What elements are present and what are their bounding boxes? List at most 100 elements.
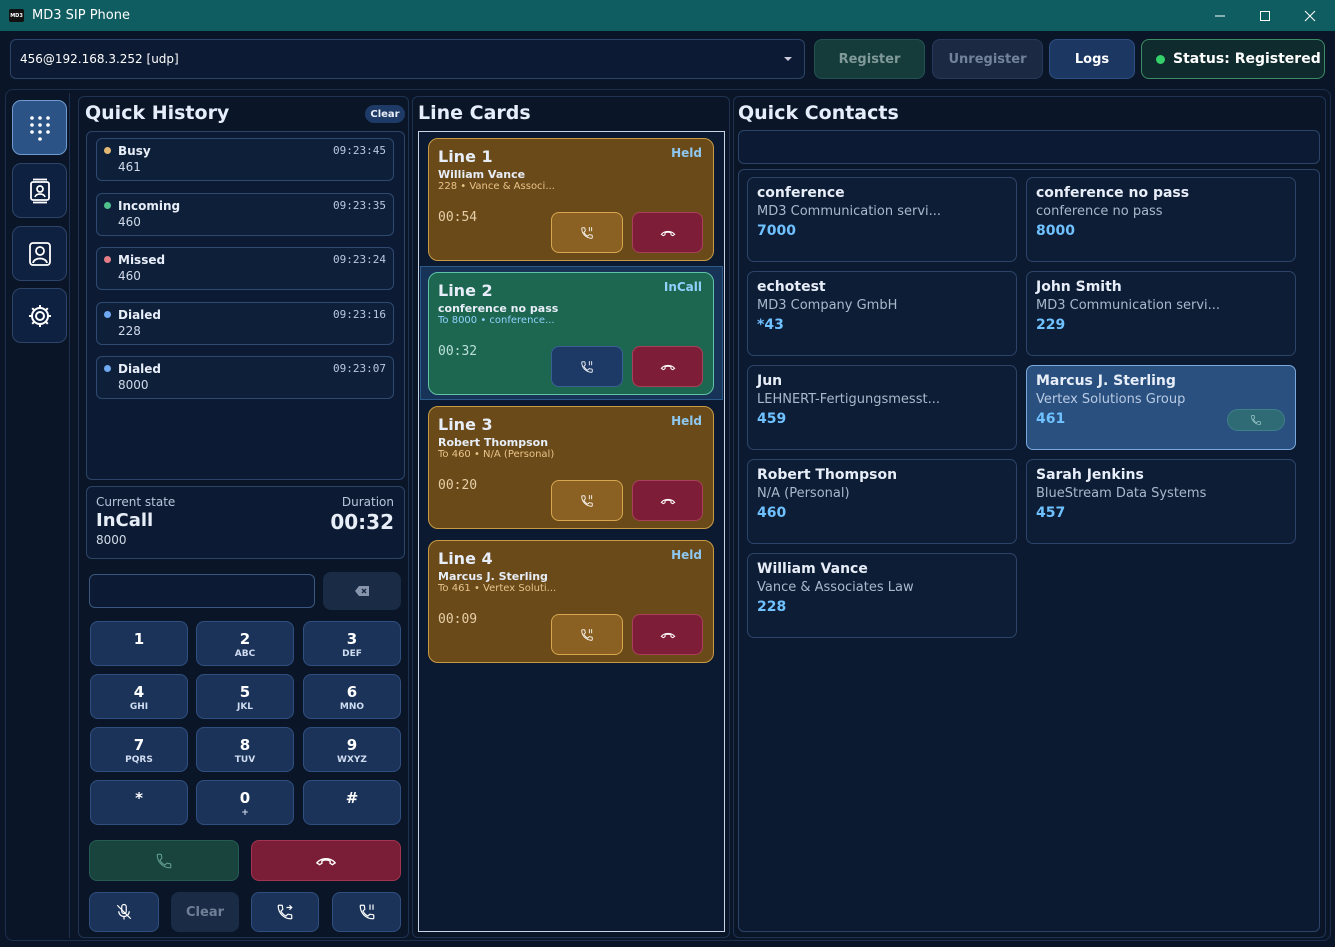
line-contact: conference no pass [438,302,559,315]
keypad-key[interactable]: 9 WXYZ [303,727,401,772]
key-digit: 0 [239,789,251,807]
keypad-key[interactable]: 2 ABC [196,621,294,666]
history-item[interactable] [96,301,394,345]
icon-path [116,903,132,920]
contact-card[interactable] [747,177,1017,262]
keypad-key[interactable]: * [90,780,188,825]
hangup-icon [660,498,675,504]
keypad-key[interactable]: 6 MNO [303,674,401,719]
line-name: Line 3 [438,415,493,434]
keypad-key[interactable]: 7 PQRS [90,727,188,772]
register-button[interactable]: Register [814,39,925,79]
history-item[interactable] [96,138,394,181]
history-time: 09:23:24 [333,253,386,266]
contacts-title: Quick Contacts [738,102,899,124]
line-timer: 00:54 [438,210,478,225]
line-hangup-button[interactable] [632,212,703,253]
keypad-key[interactable]: 0 + [196,780,294,825]
contact-card[interactable] [1026,271,1296,356]
line-hangup-button[interactable] [632,480,703,521]
account-select[interactable] [10,39,805,79]
history-state: Incoming [118,198,181,213]
contact-org: LEHNERT-Fertigungsmesst... [757,392,940,407]
dial-input[interactable] [89,574,315,608]
icon-shape [29,178,50,203]
nav-dialpad[interactable] [12,100,67,155]
line-contact: Marcus J. Sterling [438,570,548,583]
contact-number: 460 [757,505,787,521]
backspace-button[interactable] [323,572,401,610]
icon-part [29,180,50,201]
contact-org: Vertex Solutions Group [1036,392,1186,407]
line-hangup-button[interactable] [632,614,703,655]
hangup-button[interactable] [251,840,401,881]
nav-rail [8,93,70,938]
contact-card[interactable] [747,553,1017,638]
contacts-icon [29,178,50,203]
hangup-icon [660,632,675,638]
contact-org: MD3 Company GmbH [757,298,898,313]
current-number: 8000 [96,533,127,547]
mute-icon [116,903,132,920]
backspace-icon [355,586,369,596]
duration: 00:32 [330,510,394,534]
history-item[interactable] [96,192,394,236]
call-button[interactable] [89,840,239,881]
line-hold-button[interactable] [551,480,623,521]
maximize-button[interactable] [1257,8,1273,24]
icon-part [29,129,34,134]
transfer-button[interactable] [251,892,319,932]
line-hold-button[interactable] [551,346,623,387]
line-card-list [418,131,725,932]
contact-name: conference no pass [1036,185,1190,201]
keypad-key[interactable]: 8 TUV [196,727,294,772]
icon-path [784,57,792,61]
contact-org: conference no pass [1036,204,1163,219]
key-letters: JKL [236,702,254,712]
keypad-clear-button[interactable]: Clear [171,892,239,932]
hold-button[interactable] [332,892,401,932]
key-letters: MNO [339,702,365,712]
contact-card[interactable] [1026,459,1296,544]
key-letters: WXYZ [337,755,367,765]
window-title: MD3 SIP Phone [32,8,130,23]
line-hold-button[interactable] [551,212,623,253]
keypad-key[interactable]: 3 DEF [303,621,401,666]
nav-contacts[interactable] [12,163,67,218]
keypad-key[interactable]: 1 [90,621,188,666]
contact-card[interactable] [747,271,1017,356]
contact-card[interactable] [1026,177,1296,262]
keypad-key[interactable]: 5 JKL [196,674,294,719]
nav-profile[interactable] [12,226,67,281]
line-hangup-button[interactable] [632,346,703,387]
history-clear-button[interactable]: Clear [365,105,405,123]
keypad-key[interactable]: # [303,780,401,825]
icon-part [28,241,51,266]
contact-number: 228 [757,599,787,615]
line-hold-button[interactable] [551,614,623,655]
contact-call-button[interactable] [1227,409,1285,431]
contact-card[interactable] [1026,365,1296,450]
nav-settings[interactable] [12,288,67,343]
history-dot [104,147,111,154]
minimize-button[interactable] [1212,8,1228,24]
close-button[interactable] [1302,8,1318,24]
contact-card[interactable] [747,365,1017,450]
line-name: Line 2 [438,281,493,300]
contact-card[interactable] [747,459,1017,544]
contact-search[interactable] [738,130,1320,164]
hangup-icon [660,364,675,370]
logs-button[interactable]: Logs [1049,39,1135,79]
unregister-button[interactable]: Unregister [932,39,1043,79]
contact-name: Marcus J. Sterling [1036,373,1176,389]
line-detail: To 461 • Vertex Soluti... [438,583,557,594]
dialpad-icon [29,115,50,141]
keypad-key[interactable]: 4 GHI [90,674,188,719]
mute-button[interactable] [89,892,159,932]
history-dot [104,365,111,372]
history-item[interactable] [96,247,394,290]
key-digit: 3 [346,630,358,648]
icon-part [45,129,50,134]
history-item[interactable] [96,356,394,399]
line-timer: 00:20 [438,478,478,493]
